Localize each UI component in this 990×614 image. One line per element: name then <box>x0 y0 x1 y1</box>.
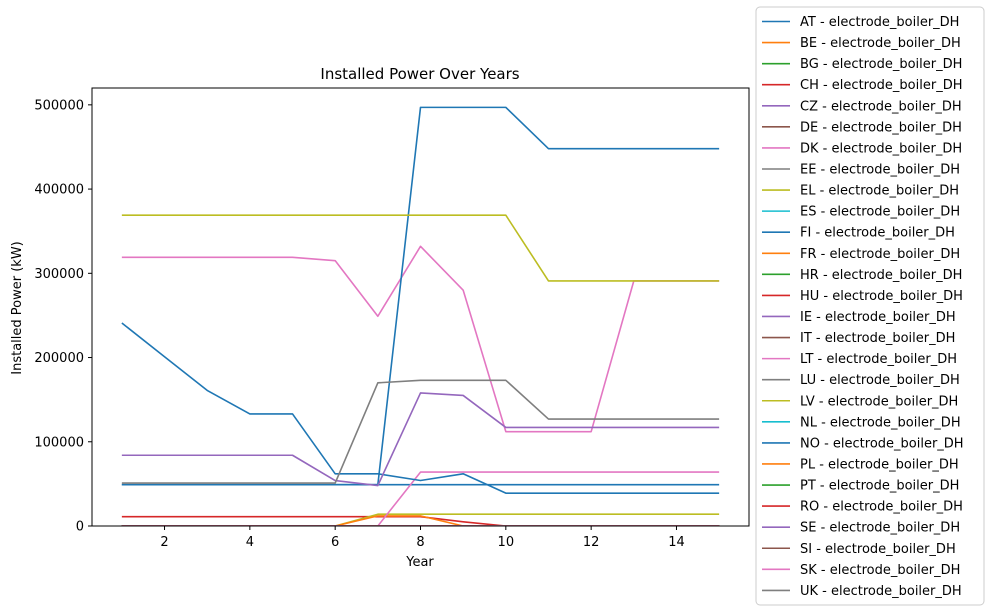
x-tick-label: 12 <box>583 535 600 550</box>
legend: AT - electrode_boiler_DH BE - electrode_b… <box>755 6 985 606</box>
x-axis: 2 4 6 8 10 12 14 <box>160 526 685 550</box>
legend-entry: LV - electrode_boiler_DH <box>800 394 958 409</box>
legend-entry: HR - electrode_boiler_DH <box>800 268 962 283</box>
x-tick-label: 4 <box>246 535 254 550</box>
legend-entry: LU - electrode_boiler_DH <box>800 373 960 388</box>
legend-entry: BE - electrode_boiler_DH <box>800 36 961 51</box>
y-tick-label: 200000 <box>34 351 84 366</box>
series-line-ch <box>121 515 720 526</box>
legend-entry: FI - electrode_boiler_DH <box>800 226 955 241</box>
series-line-uk <box>121 379 720 484</box>
legend-entry: BG - electrode_boiler_DH <box>800 57 962 72</box>
y-axis: 0 100000 200000 300000 400000 500000 <box>34 98 92 535</box>
y-tick-label: 0 <box>76 520 84 535</box>
x-tick-label: 2 <box>160 535 168 550</box>
y-tick-label: 500000 <box>34 98 84 113</box>
legend-entry: PL - electrode_boiler_DH <box>800 457 959 472</box>
series-line-el <box>121 513 720 526</box>
legend-entry: UK - electrode_boiler_DH <box>800 584 962 599</box>
y-tick-label: 100000 <box>34 435 84 450</box>
series-line-lt <box>121 471 720 526</box>
series-line-se <box>121 392 720 487</box>
y-tick-label: 300000 <box>34 267 84 282</box>
legend-entry: NL - electrode_boiler_DH <box>800 415 961 430</box>
legend-entry: FR - electrode_boiler_DH <box>800 247 960 262</box>
legend-entry: EE - electrode_boiler_DH <box>800 162 960 177</box>
x-tick-label: 14 <box>668 535 685 550</box>
x-tick-label: 10 <box>498 535 515 550</box>
series-line-fr <box>121 515 720 526</box>
x-tick-label: 8 <box>416 535 424 550</box>
legend-entry: HU - electrode_boiler_DH <box>800 289 963 304</box>
series-layer <box>121 106 720 526</box>
legend-entry: AT - electrode_boiler_DH <box>800 15 959 30</box>
chart-title: Installed Power Over Years <box>320 65 519 83</box>
legend-entry: CZ - electrode_boiler_DH <box>800 99 962 114</box>
legend-entry: EL - electrode_boiler_DH <box>800 184 959 199</box>
legend-entry: ES - electrode_boiler_DH <box>800 205 960 220</box>
legend-entry: SI - electrode_boiler_DH <box>800 542 956 557</box>
legend-entry: SK - electrode_boiler_DH <box>800 563 960 578</box>
legend-entry: IT - electrode_boiler_DH <box>800 331 955 346</box>
x-axis-label: Year <box>405 555 434 570</box>
series-line-dk <box>121 245 720 433</box>
y-tick-label: 400000 <box>34 183 84 198</box>
legend-entry: CH - electrode_boiler_DH <box>800 78 962 93</box>
legend-entry: IE - electrode_boiler_DH <box>800 310 956 325</box>
series-line-lv <box>121 214 720 282</box>
series-line-no <box>121 322 720 494</box>
legend-entry: RO - electrode_boiler_DH <box>800 500 963 515</box>
legend-entry: SE - electrode_boiler_DH <box>800 521 960 536</box>
legend-box <box>755 6 985 606</box>
x-tick-label: 6 <box>331 535 339 550</box>
legend-entry: PT - electrode_boiler_DH <box>800 479 959 494</box>
legend-entry: LT - electrode_boiler_DH <box>800 352 957 367</box>
legend-entry: DE - electrode_boiler_DH <box>800 120 962 135</box>
legend-entry: DK - electrode_boiler_DH <box>800 141 962 156</box>
series-line-fi <box>121 106 720 486</box>
legend-entry: NO - electrode_boiler_DH <box>800 436 964 451</box>
y-axis-label: Installed Power (kW) <box>10 241 25 374</box>
